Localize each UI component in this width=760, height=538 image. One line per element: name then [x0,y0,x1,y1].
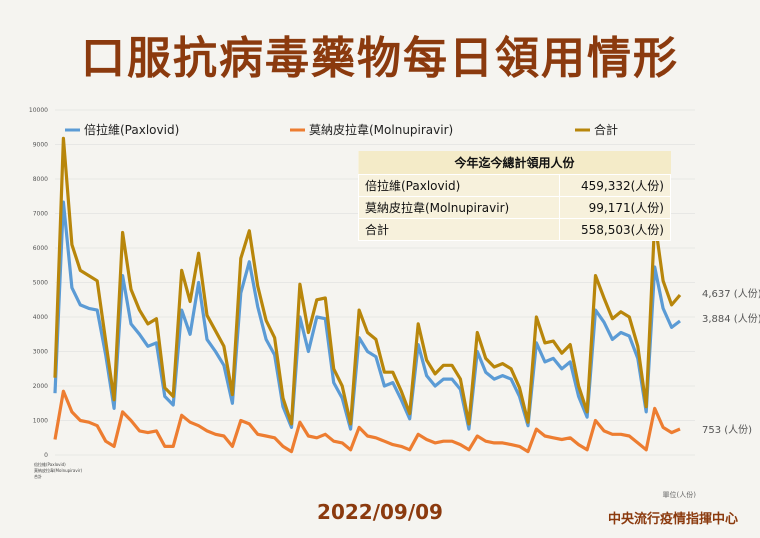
y-tick-label: 2000 [33,383,48,390]
legend-label-molnupiravir: 莫納皮拉韋(Molnupiravir) [309,122,453,137]
data-table-row-labels: 倍拉維(Paxlovid) 莫納皮拉韋(Molnupiravir) 合計 [34,461,83,479]
source-label: 中央流行疫情指揮中心 [607,512,738,527]
totals-name: 合計 [358,218,560,241]
unit-note: 單位(人份) [662,491,696,499]
totals-value: 459,332(人份) [559,174,671,197]
end-label-paxlovid: 3,884 (人份) [702,313,760,325]
legend: 倍拉維(Paxlovid) 莫納皮拉韋(Molnupiravir) 合計 [65,122,618,137]
end-label-molnupiravir: 753 (人份) [702,424,752,436]
series-line-total [53,136,682,426]
totals-row: 莫納皮拉韋(Molnupiravir) 99,171(人份) [358,196,671,219]
totals-header: 今年迄今總計領用人份 [358,151,671,175]
y-tick-label: 9000 [33,142,48,149]
y-tick-label: 8000 [33,176,48,183]
totals-name: 莫納皮拉韋(Molnupiravir) [358,196,560,219]
end-label-total: 4,637 (人份) [702,288,760,300]
totals-row: 倍拉維(Paxlovid) 459,332(人份) [358,174,671,197]
report-date: 2022/09/09 [317,500,443,524]
y-axis: 0 1000 2000 3000 4000 5000 6000 7000 8000 9000 100… [29,107,48,459]
totals-value: 99,171(人份) [559,196,671,219]
series-line-paxlovid [53,200,681,431]
chart-title: 口服抗病毒藥物每日領用情形 [81,33,679,84]
y-tick-label: 6000 [33,245,48,252]
row-label-total: 合計 [34,473,42,479]
y-tick-label: 5000 [33,280,48,287]
legend-label-paxlovid: 倍拉維(Paxlovid) [84,122,179,137]
row-label-molnupiravir: 莫納皮拉韋(Molnupiravir) [34,467,83,473]
y-tick-label: 3000 [33,349,48,356]
y-tick-label: 4000 [33,314,48,321]
totals-row: 合計 558,503(人份) [358,218,671,241]
y-tick-label: 10000 [29,107,48,114]
row-label-paxlovid: 倍拉維(Paxlovid) [34,461,66,467]
series-line-molnupiravir [53,389,681,454]
legend-label-total: 合計 [594,122,618,137]
y-tick-label: 0 [44,452,48,459]
y-tick-label: 7000 [33,211,48,218]
totals-table: 今年迄今總計領用人份 倍拉維(Paxlovid) 459,332(人份) 莫納皮… [358,151,671,241]
y-tick-label: 1000 [33,418,48,425]
series-lines [53,136,682,454]
totals-value: 558,503(人份) [559,218,671,241]
totals-name: 倍拉維(Paxlovid) [358,174,560,197]
